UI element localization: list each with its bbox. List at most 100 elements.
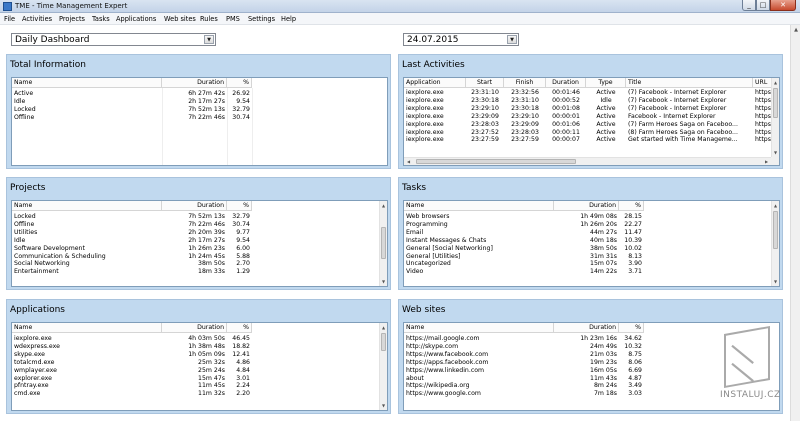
scroll-up-icon[interactable]: ▲ <box>381 203 386 208</box>
column-header-percent[interactable]: % <box>619 323 644 333</box>
cell-duration: 00:01:46 <box>552 89 580 96</box>
cell-finish: 23:29:10 <box>511 112 539 120</box>
close-button[interactable]: ✕ <box>770 0 796 11</box>
last-activities-grid[interactable]: Application Start Finish Duration Type T… <box>403 77 780 166</box>
column-header-duration[interactable]: Duration <box>554 323 619 333</box>
column-header-name[interactable]: Name <box>12 201 162 211</box>
scroll-up-icon[interactable]: ▲ <box>773 203 778 208</box>
scroll-up-icon[interactable]: ▲ <box>794 27 798 33</box>
cell-duration: 4h 03m 50s <box>188 335 225 342</box>
menu-web-sites[interactable]: Web sites <box>164 14 196 23</box>
cell-duration: 1h 24m 45s <box>188 252 225 260</box>
projects-grid[interactable]: Name Duration % Locked 7h 52m 13s 32.79 Of… <box>11 200 388 287</box>
column-header-percent[interactable]: % <box>619 201 644 211</box>
cell-finish: 23:30:18 <box>511 104 539 112</box>
vertical-scrollbar[interactable]: ▲ ▼ <box>379 201 387 286</box>
panel-title: Last Activities <box>402 60 465 70</box>
cell-url: https <box>755 89 771 96</box>
column-header-name[interactable]: Name <box>404 201 554 211</box>
horizontal-scrollbar[interactable]: ◀ ▶ <box>404 157 771 165</box>
scroll-right-icon[interactable]: ▶ <box>764 159 769 164</box>
cell-finish: 23:28:03 <box>511 128 539 136</box>
total-information-grid[interactable]: Name Duration % Active 6h 27m 42s 26.92 … <box>11 77 388 166</box>
scroll-left-icon[interactable]: ◀ <box>406 159 411 164</box>
scroll-down-icon[interactable]: ▼ <box>381 403 386 408</box>
column-header-type[interactable]: Type <box>586 78 626 88</box>
column-header-url[interactable]: URL <box>753 78 773 88</box>
scroll-down-icon[interactable]: ▼ <box>773 279 778 284</box>
scroll-down-icon[interactable]: ▼ <box>773 150 778 155</box>
cell-url: https <box>755 112 771 120</box>
scroll-thumb[interactable] <box>381 333 386 351</box>
cell-name: Locked <box>14 213 36 220</box>
date-select[interactable]: 24.07.2015 ▼ <box>403 33 519 46</box>
minimize-button[interactable]: _ <box>742 0 756 11</box>
column-header-duration[interactable]: Duration <box>162 201 227 211</box>
cell-duration: 16m 05s <box>590 366 617 374</box>
column-header-application[interactable]: Application <box>404 78 466 88</box>
scroll-up-icon[interactable]: ▲ <box>773 80 778 85</box>
column-header-duration[interactable]: Duration <box>162 323 227 333</box>
column-header-duration[interactable]: Duration <box>546 78 586 88</box>
cell-percent: 4.84 <box>236 366 250 374</box>
maximize-button[interactable]: □ <box>756 0 770 11</box>
menu-tasks[interactable]: Tasks <box>92 14 110 23</box>
cell-duration: 00:00:52 <box>552 96 580 104</box>
scroll-up-icon[interactable]: ▲ <box>381 325 386 330</box>
scroll-thumb[interactable] <box>773 211 778 249</box>
grid-line <box>162 88 163 165</box>
cell-duration: 11m 43s <box>590 374 617 382</box>
menu-file[interactable]: File <box>4 14 16 23</box>
menu-help[interactable]: Help <box>281 14 297 23</box>
cell-duration: 44m 27s <box>590 228 617 236</box>
column-header-duration[interactable]: Duration <box>554 201 619 211</box>
column-header-duration[interactable]: Duration <box>162 78 227 88</box>
cell-type: Active <box>596 112 616 120</box>
column-header-name[interactable]: Name <box>404 323 554 333</box>
cell-duration: 1h 05m 09s <box>188 350 225 358</box>
menu-pms[interactable]: PMS <box>226 14 240 23</box>
column-header-percent[interactable]: % <box>227 78 252 88</box>
last-activities-panel: Last Activities Application Start Finish… <box>398 54 783 169</box>
menu-rules[interactable]: Rules <box>200 14 218 23</box>
cell-duration: 00:00:07 <box>552 136 580 144</box>
cell-duration: 15m 47s <box>198 374 225 382</box>
dashboard-select[interactable]: Daily Dashboard ▼ <box>11 33 216 46</box>
scroll-thumb[interactable] <box>773 88 778 118</box>
vertical-scrollbar[interactable]: ▲ ▼ <box>771 201 779 286</box>
column-header-finish[interactable]: Finish <box>504 78 546 88</box>
menu-projects[interactable]: Projects <box>59 14 85 23</box>
cell-duration: 00:01:06 <box>552 120 580 128</box>
cell-name: skype.exe <box>14 350 45 358</box>
cell-name: https://apps.facebook.com <box>406 358 489 366</box>
cell-application: iexplore.exe <box>406 112 444 120</box>
cell-percent: 10.02 <box>624 244 642 252</box>
menu-activities[interactable]: Activities <box>22 14 53 23</box>
vertical-scrollbar[interactable]: ▲ ▼ <box>771 78 779 157</box>
column-header-start[interactable]: Start <box>466 78 504 88</box>
vertical-scrollbar[interactable]: ▲ ▼ <box>379 323 387 410</box>
column-header-percent[interactable]: % <box>227 323 252 333</box>
cell-duration: 1h 38m 48s <box>188 342 225 350</box>
cell-name: Idle <box>14 97 26 105</box>
cell-url: https <box>755 128 771 136</box>
menu-settings[interactable]: Settings <box>248 14 276 23</box>
cell-application: iexplore.exe <box>406 96 444 104</box>
tasks-grid[interactable]: Name Duration % Web browsers 1h 49m 08s 28… <box>403 200 780 287</box>
scroll-down-icon[interactable]: ▼ <box>381 279 386 284</box>
web-sites-grid[interactable]: Name Duration % https://mail.google.com 1… <box>403 322 780 411</box>
cell-percent: 10.39 <box>624 236 642 244</box>
column-header-percent[interactable]: % <box>227 201 252 211</box>
column-header-name[interactable]: Name <box>12 323 162 333</box>
cell-percent: 28.15 <box>624 213 642 220</box>
applications-grid[interactable]: Name Duration % iexplore.exe 4h 03m 50s 46… <box>11 322 388 411</box>
cell-finish: 23:32:56 <box>511 89 539 96</box>
column-header-title[interactable]: Title <box>626 78 753 88</box>
cell-percent: 9.77 <box>236 228 250 236</box>
window-scrollbar[interactable]: ▲ <box>790 25 800 421</box>
column-header-name[interactable]: Name <box>12 78 162 88</box>
menu-applications[interactable]: Applications <box>116 14 157 23</box>
cell-name: about <box>406 374 424 382</box>
scroll-thumb[interactable] <box>381 227 386 259</box>
scroll-thumb[interactable] <box>416 159 576 164</box>
